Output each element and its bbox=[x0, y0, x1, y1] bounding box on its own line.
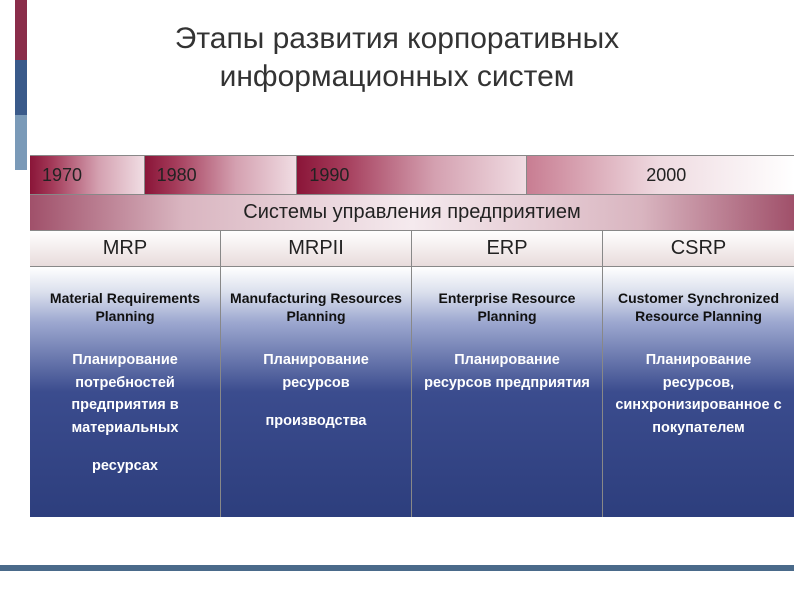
column-csrp: Customer Synchronized Resource Planning … bbox=[603, 267, 794, 517]
acronym-row: MRP MRPII ERP CSRP bbox=[30, 231, 794, 267]
acronym-mrp: MRP bbox=[30, 231, 221, 266]
acronym-label: CSRP bbox=[671, 237, 727, 260]
english-label: Material Requirements Planning bbox=[38, 289, 212, 325]
timeline-cell-1970: 1970 bbox=[30, 156, 145, 194]
russian-label: Планирование ресурсов, синхронизированно… bbox=[611, 349, 786, 439]
english-label: Manufacturing Resources Planning bbox=[229, 289, 403, 325]
timeline-cell-1990: 1990 bbox=[297, 156, 526, 194]
acronym-csrp: CSRP bbox=[603, 231, 794, 266]
body-row: Material Requirements Planning Планирова… bbox=[30, 267, 794, 517]
accent-bar bbox=[15, 0, 27, 170]
title-line2: информационных систем bbox=[220, 60, 575, 93]
subtitle-row: Системы управления предприятием bbox=[30, 195, 794, 231]
english-label: Customer Synchronized Resource Planning bbox=[611, 289, 786, 325]
english-label: Enterprise Resource Planning bbox=[420, 289, 594, 325]
acronym-erp: ERP bbox=[412, 231, 603, 266]
timeline-cell-1980: 1980 bbox=[145, 156, 298, 194]
column-mrp: Material Requirements Planning Планирова… bbox=[30, 267, 221, 517]
acronym-label: MRP bbox=[103, 237, 147, 260]
timeline-label: 1980 bbox=[157, 165, 197, 186]
russian-label-2: производства bbox=[266, 410, 367, 432]
acronym-label: ERP bbox=[486, 237, 527, 260]
timeline-cell-2000: 2000 bbox=[527, 156, 794, 194]
timeline-row: 1970 1980 1990 2000 bbox=[30, 155, 794, 195]
column-erp: Enterprise Resource Planning Планировани… bbox=[412, 267, 603, 517]
subtitle-text: Системы управления предприятием bbox=[243, 201, 580, 224]
russian-label-2: ресурсах bbox=[92, 455, 158, 477]
timeline-label: 1990 bbox=[309, 165, 349, 186]
footer-strip bbox=[0, 565, 794, 571]
column-mrpii: Manufacturing Resources Planning Планиро… bbox=[221, 267, 412, 517]
timeline-label: 1970 bbox=[42, 165, 82, 186]
acronym-mrpii: MRPII bbox=[221, 231, 412, 266]
acronym-label: MRPII bbox=[288, 237, 344, 260]
diagram: 1970 1980 1990 2000 Системы управления п… bbox=[30, 155, 794, 517]
timeline-label: 2000 bbox=[646, 165, 686, 186]
russian-label: Планирование потребностей предприятия в … bbox=[38, 349, 212, 439]
russian-label: Планирование ресурсов предприятия bbox=[420, 349, 594, 394]
title-line1: Этапы развития корпоративных bbox=[175, 22, 619, 55]
page-title: Этапы развития корпоративных информацион… bbox=[0, 0, 794, 95]
russian-label: Планирование ресурсов bbox=[229, 349, 403, 394]
